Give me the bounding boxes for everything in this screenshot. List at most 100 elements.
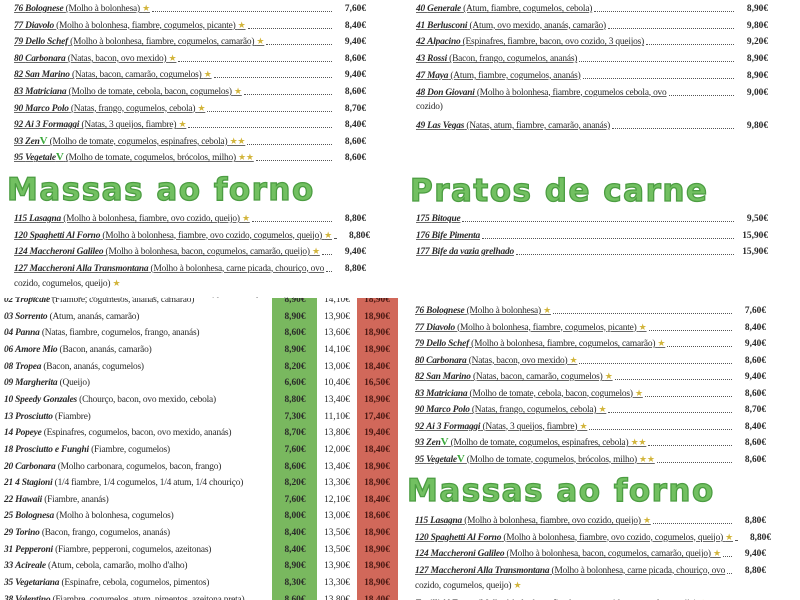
- menu-item[interactable]: 95 VegetaleV (Molho de tomate, cogumelos…: [415, 450, 766, 466]
- price-small: 8,40€: [284, 528, 306, 539]
- pizza-row[interactable]: 03 Sorrento (Atum, ananás, camarão) 8,90€…: [0, 309, 400, 325]
- item-number: 42: [416, 37, 425, 48]
- item-description-continued-text: cozido, cogumelos, queijo): [14, 279, 111, 289]
- menu-item[interactable]: 79 Dello Schef (Molho à bolonhesa, fiamb…: [415, 334, 766, 350]
- menu-item[interactable]: 42 Alpacino (Espinafres, fiambre, bacon,…: [416, 32, 768, 48]
- pizza-row[interactable]: 02 Tropicale (Fiambre, cogumelos, ananás…: [0, 298, 400, 308]
- menu-item[interactable]: 177 Bife da vazia grelhado 15,90€: [416, 242, 768, 258]
- star-rating-icon: ★: [197, 102, 206, 113]
- menu-item[interactable]: 95 VegetaleV (Molho de tomate, cogumelos…: [14, 148, 366, 164]
- pizza-name: Popeye: [15, 428, 42, 439]
- menu-item[interactable]: 83 Matriciana (Molho de tomate, cebola, …: [14, 82, 366, 98]
- menu-item[interactable]: 80 Carbonara (Natas, bacon, ovo mexido) …: [415, 351, 766, 367]
- menu-item[interactable]: 48 Don Giovani (Molho à bolonhesa, fiamb…: [416, 83, 768, 99]
- pizza-description: (Fiambre, cogumelos, atum, pimentos, aze…: [52, 594, 245, 600]
- menu-item[interactable]: 175 Bitoque 9,50€: [416, 209, 768, 225]
- menu-item[interactable]: 83 Matriciana (Molho de tomate, cebola, …: [415, 384, 766, 400]
- dotted-leader: [607, 27, 734, 29]
- item-number: 120: [415, 532, 429, 543]
- pizza-name: Tropea: [15, 361, 42, 372]
- menu-item[interactable]: 40 Generale (Atum, fiambre, cogumelos, c…: [416, 0, 768, 15]
- menu-item[interactable]: 47 Maya (Atum, fiambre, cogumelos, ananá…: [416, 66, 768, 82]
- pizza-row[interactable]: 18 Prosciutto e Funghi (Fiambre, cogumel…: [0, 442, 400, 458]
- item-name: Matriciana: [426, 388, 468, 399]
- menu-item[interactable]: 82 San Marino (Natas, bacon, camarão, co…: [415, 367, 766, 383]
- menu-item[interactable]: 41 Berlusconi (Atum, ovo mexido, ananás,…: [416, 16, 768, 32]
- pizza-row[interactable]: 10 Speedy Gonzales (Chourço, bacon, ovo …: [0, 392, 400, 408]
- pizza-description: (Bacon, frango, cogumelos, ananás): [41, 528, 170, 539]
- menu-item[interactable]: 80 Carbonara (Natas, bacon, ovo mexido) …: [14, 49, 366, 65]
- menu-item[interactable]: 82 San Marino (Natas, bacon, camarão, co…: [14, 65, 366, 81]
- item-description: (Molho de tomate, cebola, bacon, cogumel…: [68, 87, 232, 97]
- dotted-leader: [207, 110, 332, 112]
- menu-item[interactable]: 93 ZenV (Molho de tomate, cogumelos, esp…: [14, 132, 366, 148]
- item-number: 76: [14, 4, 23, 14]
- item-description: (Molho à bolonhesa, bacon, cogumelos, ca…: [105, 247, 310, 257]
- menu-item[interactable]: 115 Lasagna (Molho à bolonhesa, fiambre,…: [14, 209, 366, 225]
- menu-item[interactable]: 90 Marco Polo (Natas, frango, cogumelos,…: [415, 400, 766, 416]
- pizza-row[interactable]: 09 Margherita (Queijo) 6,60€ 10,40€ 16,50€: [0, 375, 400, 391]
- pizza-row[interactable]: 21 4 Stagioni (1/4 fiambre, 1/4 cogumelo…: [0, 475, 400, 491]
- menu-item[interactable]: 124 Maccheroni Galileo (Molho à bolonhes…: [14, 242, 366, 258]
- menu-item[interactable]: Fusilli Al Forno (Molho à bolonhesa, fia…: [14, 292, 366, 299]
- item-description: (Natas, frango, cogumelos, cebola): [70, 103, 196, 114]
- pizza-row[interactable]: 13 Prosciutto (Fiambre) 7,30€ 11,10€ 17,40€: [0, 409, 400, 425]
- item-text: 83 Matriciana (Molho de tomate, cebola, …: [415, 387, 643, 400]
- pizza-row[interactable]: 31 Pepperoni (Fiambre, pepperoni, cogume…: [0, 542, 400, 558]
- pizza-row[interactable]: 38 Valentino (Fiambre, cogumelos, atum, …: [0, 592, 400, 600]
- item-name: Carbonara: [426, 355, 467, 366]
- menu-item[interactable]: 127 Maccheroni Alla Transmontana (Molho …: [415, 561, 766, 577]
- menu-item[interactable]: 49 Las Vegas (Natas, atum, fiambre, cama…: [416, 116, 768, 132]
- dotted-leader: [251, 221, 332, 222]
- menu-item[interactable]: 76 Bolognese (Molho à bolonhesa) ★ 7,60€: [415, 301, 766, 317]
- price-large: 18,90€: [364, 344, 390, 355]
- item-text: 49 Las Vegas (Natas, atum, fiambre, cama…: [416, 120, 610, 132]
- menu-item[interactable]: 92 Ai 3 Formaggi (Natas, 3 queijos, fiam…: [415, 417, 766, 433]
- price-medium: 13,40€: [324, 461, 350, 472]
- menu-item[interactable]: 77 Diavolo (Molho à bolonhesa, fiambre, …: [415, 318, 766, 334]
- menu-item[interactable]: 76 Bolognese (Molho à bolonhesa) ★ 7,60€: [14, 0, 366, 15]
- pizza-row[interactable]: 14 Popeye (Espinafres, cogumelos, bacon,…: [0, 425, 400, 441]
- item-number: 124: [415, 549, 429, 559]
- pizza-description: (Natas, fiambre, cogumelos, frango, anan…: [41, 328, 200, 339]
- pizza-description: (1/4 fiambre, 1/4 cogumelos, 1/4 atum, 1…: [54, 478, 244, 489]
- menu-item[interactable]: Fusilli Al Forno (Molho à bolonhesa, fia…: [415, 594, 766, 600]
- menu-item[interactable]: 115 Lasagna (Molho à bolonhesa, fiambre,…: [415, 511, 766, 527]
- pizza-row[interactable]: 22 Hawaii (Fiambre, ananás) 7,60€ 12,10€ 18…: [0, 492, 400, 508]
- menu-item[interactable]: 93 ZenV (Molho de tomate, cogumelos, esp…: [415, 433, 766, 449]
- item-name: Carbonara: [25, 53, 66, 64]
- item-number: 127: [14, 263, 28, 274]
- pizza-text: 18 Prosciutto e Funghi (Fiambre, cogumel…: [4, 442, 170, 458]
- menu-item[interactable]: 127 Maccheroni Alla Transmontana (Molho …: [14, 259, 366, 275]
- pizza-text: 33 Acireale (Atum, cebola, camarão, molh…: [4, 558, 187, 574]
- pizza-row[interactable]: 08 Tropea (Bacon, ananás, cogumelos) 8,20…: [0, 359, 400, 375]
- pizza-row[interactable]: 04 Panna (Natas, fiambre, cogumelos, fra…: [0, 325, 400, 341]
- pizza-name: Prosciutto e Funghi: [15, 444, 89, 455]
- item-text: Fusilli Al Forno (Molho à bolonhesa, fia…: [14, 295, 306, 299]
- price-medium: 12,00€: [324, 444, 350, 455]
- dotted-leader: [644, 395, 732, 397]
- pizza-row[interactable]: 06 Amore Mio (Bacon, ananás, camarão) 8,9…: [0, 342, 400, 358]
- menu-item[interactable]: 77 Diavolo (Molho à bolonhesa, fiambre, …: [14, 16, 366, 32]
- menu-item[interactable]: 120 Spaghetti Al Forno (Molho à bolonhes…: [14, 226, 370, 242]
- item-text: 92 Ai 3 Formaggi (Natas, 3 queijos, fiam…: [415, 420, 588, 433]
- dotted-leader: [667, 346, 732, 347]
- pizza-row[interactable]: 33 Acireale (Atum, cebola, camarão, molh…: [0, 558, 400, 574]
- pizza-text: 14 Popeye (Espinafres, cogumelos, bacon,…: [4, 425, 231, 441]
- item-number: 82: [415, 372, 424, 382]
- pizza-row[interactable]: 25 Bolognesa (Molho à bolonhesa, cogumel…: [0, 508, 400, 524]
- pizza-row[interactable]: 29 Torino (Bacon, frango, cogumelos, ana…: [0, 525, 400, 541]
- item-description-continued: cozido, cogumelos, queijo) ★: [415, 577, 522, 593]
- pizza-row[interactable]: 20 Carbonara (Molho carbonara, cogumelos…: [0, 459, 400, 475]
- pizza-row[interactable]: 35 Vegetariana (Espinafre, cebola, cogum…: [0, 575, 400, 591]
- menu-item[interactable]: 90 Marco Polo (Natas, frango, cogumelos,…: [14, 99, 366, 115]
- menu-item[interactable]: 79 Dello Schef (Molho à bolonhesa, fiamb…: [14, 32, 366, 48]
- item-text: 90 Marco Polo (Natas, frango, cogumelos,…: [415, 403, 607, 416]
- menu-item[interactable]: 176 Bife Pimenta 15,90€: [416, 226, 768, 242]
- menu-item[interactable]: 43 Rossi (Bacon, frango, cogumelos, anan…: [416, 49, 768, 65]
- menu-item[interactable]: 124 Maccheroni Galileo (Molho à bolonhes…: [415, 544, 766, 560]
- item-description: (Molho à bolonhesa, fiambre, ovo cozido,…: [102, 230, 322, 241]
- menu-item[interactable]: 120 Spaghetti Al Forno (Molho à bolonhes…: [415, 528, 771, 544]
- menu-item[interactable]: 92 Ai 3 Formaggi (Natas, 3 queijos, fiam…: [14, 115, 366, 131]
- price-large: 17,40€: [364, 411, 390, 422]
